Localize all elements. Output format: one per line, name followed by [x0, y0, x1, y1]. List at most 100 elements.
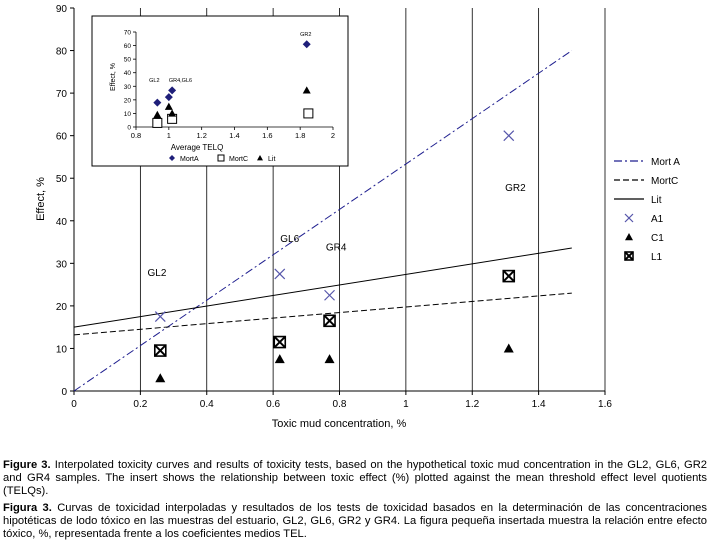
inset-point-mortc-shape: [303, 108, 314, 119]
y-tick-label: 50: [56, 174, 68, 185]
x-tick-label: 0: [71, 399, 77, 410]
inset-legend-label: MortA: [180, 156, 199, 163]
fit-line-lit: [73, 247, 572, 328]
inset-point-lit-shape: [168, 109, 177, 117]
inset-point-morta-shape: [153, 98, 162, 107]
point-a1-stroke2: [324, 289, 335, 301]
caption-spanish: Figura 3. Curvas de toxicidad interpolad…: [3, 502, 707, 542]
legend-label: L1: [651, 252, 663, 263]
point-a1-stroke2: [274, 268, 286, 280]
point-l1-stroke2: [502, 269, 515, 283]
inset-y-axis-label: Effect, %: [110, 63, 117, 91]
inset-legend-marker-lit-shape: [257, 155, 263, 161]
caption-spanish-text: Curvas de toxicidad interpoladas y resul…: [3, 501, 707, 541]
point-a1: [324, 289, 335, 301]
main-y-axis-label: Effect, %: [35, 177, 47, 221]
inset-point-lit: [164, 102, 173, 110]
point-c1-shape: [324, 354, 335, 364]
point-c1: [324, 354, 335, 364]
inset-point-mortc: [303, 108, 314, 119]
inset-point-lit: [153, 110, 162, 118]
x-tick-label: 1.4: [532, 399, 546, 410]
sample-label: GR4: [326, 243, 347, 254]
inset-y-tick-label: 30: [124, 84, 132, 91]
legend-marker-c1: [625, 233, 633, 241]
x-tick-label: 1: [403, 399, 409, 410]
inset-legend-marker-mortc: [217, 154, 225, 162]
inset-y-tick-label: 40: [124, 70, 132, 77]
x-tick-label: 1.2: [465, 399, 479, 410]
legend-label: Mort A: [651, 157, 680, 168]
main-chart: 0 0.2 0.4 0.6 0.8 1 1.2 1.4 1.601020304050607080…: [35, 4, 612, 430]
y-tick-label: 90: [56, 4, 68, 15]
caption-english-label: Figure 3.: [3, 459, 51, 471]
inset-axes: [133, 31, 334, 130]
inset-point-lit: [302, 86, 311, 94]
point-l1: [273, 335, 287, 349]
inset-x-tick-label: 1: [167, 131, 171, 140]
inset-legend-marker-morta: [169, 155, 175, 161]
x-tick-label: 0.8: [333, 399, 347, 410]
point-l1-stroke2: [273, 335, 286, 349]
legend-label: MortC: [651, 176, 678, 187]
figure-caption: Figure 3. Interpolated toxicity curves a…: [3, 459, 707, 544]
legend-marker-l1: [624, 251, 634, 261]
point-l1: [323, 314, 336, 328]
inset-legend-label: Lit: [268, 156, 275, 163]
inset-legend-marker-lit: [257, 155, 263, 161]
inset-x-tick-label: 1.2: [196, 131, 206, 140]
main-x-axis-label: Toxic mud concentration, %: [272, 418, 407, 430]
point-c1: [274, 354, 285, 364]
inset-y-tick-label: 10: [124, 111, 132, 118]
caption-spanish-label: Figura 3.: [3, 501, 52, 514]
fit-line-mortc: [73, 292, 572, 336]
inset-sample-label: GR4,GL6: [169, 78, 192, 84]
inset-x-tick-label: 1.6: [262, 131, 272, 140]
point-l1: [153, 344, 167, 357]
figure-3: 0 0.2 0.4 0.6 0.8 1 1.2 1.4 1.601020304050607080…: [35, 4, 680, 430]
x-tick-label: 0.4: [200, 399, 214, 410]
inset-x-tick-label: 1.4: [229, 131, 239, 140]
inset-point-lit-shape: [164, 102, 173, 110]
inset-sample-label: GR2: [300, 32, 311, 38]
inset-point-lit: [168, 109, 177, 117]
y-tick-label: 30: [56, 259, 68, 270]
inset-annotations: GL2 GR4,GL6 GR2: [149, 32, 311, 84]
inset-point-morta-shape: [302, 40, 311, 49]
point-l1-stroke2: [154, 344, 167, 357]
inset-y-tick-label: 60: [124, 43, 132, 50]
legend-marker-a1-stroke2: [624, 213, 634, 223]
y-tick-label: 40: [56, 217, 68, 228]
point-l1: [502, 269, 516, 283]
inset-legend: MortA MortC Lit: [169, 154, 275, 163]
x-tick-label: 0.6: [266, 399, 280, 410]
inset-legend-marker-morta-shape: [169, 155, 175, 161]
inset-point-lit-shape: [153, 110, 162, 118]
inset-sample-label: GL2: [149, 78, 159, 84]
main-annotations: GL2 GL6 GR4 GR2: [148, 183, 527, 279]
caption-english-text: Interpolated toxicity curves and results…: [3, 459, 707, 498]
inset-legend-marker-mortc-shape: [217, 154, 225, 162]
legend-marker-c1-shape: [625, 233, 633, 241]
inset-point-mortc: [152, 117, 163, 128]
inset-legend-label: MortC: [229, 156, 248, 163]
main-axes: [70, 7, 606, 395]
point-c1: [503, 343, 514, 353]
inset-point-morta: [302, 40, 311, 49]
main-legend: Mort A MortC Lit A1 C1 L1: [614, 157, 680, 263]
x-tick-label: 1.6: [598, 399, 612, 410]
main-data-points: [153, 130, 516, 383]
inset-point-lit-shape: [302, 86, 311, 94]
inset-point-morta: [168, 86, 177, 95]
x-tick-label: 0.2: [133, 399, 147, 410]
legend-marker-a1: [624, 213, 634, 223]
point-a1: [154, 311, 166, 322]
inset-y-tick-label: 50: [124, 57, 132, 64]
inset-point-morta-shape: [164, 93, 173, 102]
inset-point-morta: [164, 93, 173, 102]
inset-x-tick-label: 2: [331, 131, 335, 140]
legend-label: A1: [651, 214, 664, 225]
inset-point-morta-shape: [168, 86, 177, 95]
